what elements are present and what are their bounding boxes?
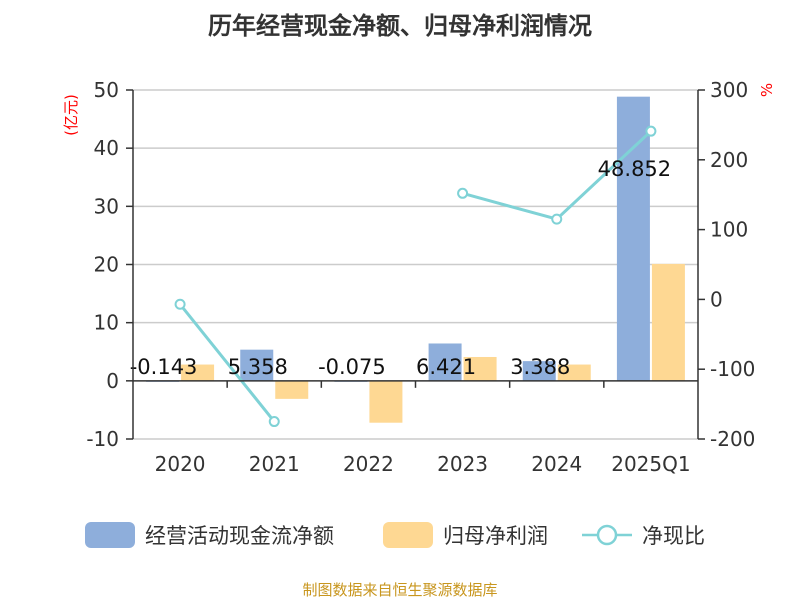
ratio-point[interactable] bbox=[551, 213, 563, 225]
right-tick-label: 100 bbox=[710, 218, 748, 242]
legend-swatch-netprofit[interactable] bbox=[383, 522, 433, 548]
bar-cashflow[interactable] bbox=[616, 96, 650, 381]
left-tick-label: 30 bbox=[94, 194, 119, 218]
x-tick-label: 2024 bbox=[531, 452, 582, 476]
left-tick-label: -10 bbox=[86, 427, 119, 451]
right-axis-unit: % bbox=[758, 83, 776, 97]
left-tick-label: 20 bbox=[94, 253, 119, 277]
bar-netprofit[interactable] bbox=[275, 380, 309, 399]
legend-marker-ratio bbox=[596, 524, 618, 546]
bar-netprofit[interactable] bbox=[557, 364, 591, 381]
bar-netprofit[interactable] bbox=[181, 364, 215, 381]
x-tick-label: 2022 bbox=[343, 452, 394, 476]
x-tick-label: 2021 bbox=[249, 452, 300, 476]
legend-label-netprofit[interactable]: 归母净利润 bbox=[443, 524, 548, 548]
x-tick-label: 2025Q1 bbox=[611, 452, 690, 476]
bar-data-label: -0.143 bbox=[130, 355, 198, 379]
bar-cashflow[interactable] bbox=[240, 349, 274, 381]
x-tick-label: 2023 bbox=[437, 452, 488, 476]
legend-label-cashflow[interactable]: 经营活动现金流净额 bbox=[145, 524, 334, 548]
ratio-point[interactable] bbox=[268, 416, 280, 428]
bar-data-label: -0.075 bbox=[318, 355, 386, 379]
right-tick-label: 300 bbox=[710, 78, 748, 102]
legend-label-ratio[interactable]: 净现比 bbox=[642, 524, 705, 548]
legend-swatch-cashflow[interactable] bbox=[85, 522, 135, 548]
right-tick-label: 0 bbox=[710, 287, 723, 311]
left-tick-label: 10 bbox=[94, 311, 119, 335]
x-tick-label: 2020 bbox=[155, 452, 206, 476]
bar-cashflow[interactable] bbox=[522, 361, 556, 381]
right-tick-label: -200 bbox=[710, 427, 755, 451]
ratio-line bbox=[178, 303, 276, 423]
left-tick-label: 50 bbox=[94, 78, 119, 102]
bar-data-label: 5.358 bbox=[228, 355, 288, 379]
left-tick-label: 40 bbox=[94, 136, 119, 160]
ratio-point[interactable] bbox=[457, 187, 469, 199]
right-tick-label: 200 bbox=[710, 148, 748, 172]
bar-netprofit[interactable] bbox=[369, 380, 403, 423]
ratio-point[interactable] bbox=[174, 298, 186, 310]
bar-netprofit[interactable] bbox=[651, 263, 685, 381]
bar-netprofit[interactable] bbox=[463, 356, 497, 381]
source-note: 制图数据来自恒生聚源数据库 bbox=[302, 581, 497, 599]
left-tick-label: 0 bbox=[106, 369, 119, 393]
ratio-point[interactable] bbox=[645, 125, 657, 137]
bar-cashflow[interactable] bbox=[428, 343, 462, 381]
bar-data-label: 6.421 bbox=[416, 355, 476, 379]
bar-data-label: 3.388 bbox=[510, 355, 570, 379]
legend: 经营活动现金流净额 归母净利润 净现比 bbox=[85, 522, 705, 548]
right-tick-label: -100 bbox=[710, 357, 755, 381]
bar-data-label: 48.852 bbox=[598, 157, 671, 181]
left-axis-unit: (亿元) bbox=[62, 94, 80, 136]
chart-title: 历年经营现金净额、归母净利润情况 bbox=[208, 12, 592, 40]
